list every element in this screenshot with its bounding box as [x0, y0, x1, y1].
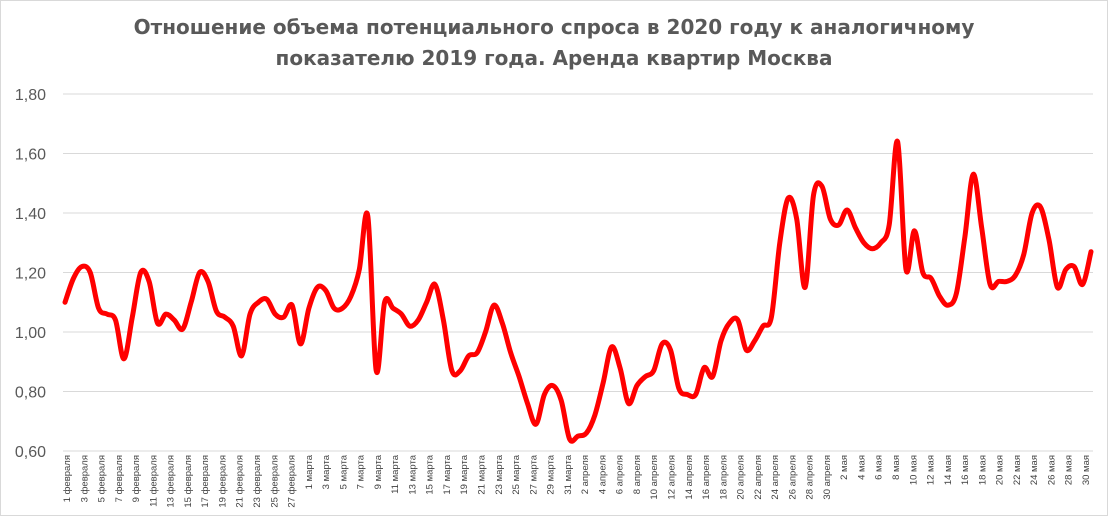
x-tick-label: 5 марта	[338, 454, 349, 489]
x-tick-label: 26 мая	[1046, 455, 1057, 485]
y-tick-label: 1,60	[15, 147, 46, 164]
x-tick-label: 2 мая	[839, 455, 850, 480]
x-tick-label: 11 марта	[390, 454, 401, 494]
x-tick-label: 10 мая	[908, 455, 919, 485]
y-tick-label: 1,20	[15, 266, 46, 283]
x-tick-label: 12 апреля	[666, 455, 677, 500]
x-tick-label: 20 апреля	[736, 455, 747, 500]
x-tick-label: 1 марта	[304, 454, 315, 489]
x-tick-label: 30 мая	[1081, 455, 1092, 485]
x-tick-label: 19 февраля	[217, 455, 228, 508]
x-tick-label: 3 марта	[321, 454, 332, 489]
x-tick-label: 20 мая	[995, 455, 1006, 485]
x-tick-label: 5 февраля	[97, 455, 108, 502]
x-tick-label: 8 мая	[891, 455, 902, 480]
x-tick-label: 16 мая	[960, 455, 971, 485]
x-tick-label: 18 апреля	[718, 455, 729, 500]
x-tick-label: 1 февраля	[62, 455, 73, 502]
x-tick-label: 22 апреля	[753, 455, 764, 500]
y-tick-label: 1,00	[15, 325, 46, 342]
x-tick-label: 21 февраля	[235, 455, 246, 508]
x-tick-label: 25 февраля	[269, 455, 280, 508]
y-tick-label: 1,40	[15, 206, 46, 223]
x-tick-label: 10 апреля	[649, 455, 660, 500]
x-tick-label: 2 апреля	[580, 455, 591, 494]
x-tick-label: 16 апреля	[701, 455, 712, 500]
x-tick-label: 8 апреля	[632, 455, 643, 494]
x-tick-label: 17 февраля	[200, 455, 211, 508]
x-tick-label: 19 марта	[459, 454, 470, 494]
y-axis-ticks: 0,60 0,80 1,00 1,20 1,40 1,60 1,80	[15, 87, 46, 461]
x-tick-label: 14 мая	[943, 455, 954, 485]
x-axis-ticks: 1 февраля 3 февраля 5 февраля 7 февраля 9 фе…	[62, 454, 1092, 507]
x-tick-label: 24 мая	[1029, 455, 1040, 485]
chart-title: Отношение объема потенциального спроса в…	[0, 12, 1108, 74]
x-tick-label: 11 февраля	[148, 455, 159, 507]
x-tick-label: 26 апреля	[787, 455, 798, 500]
x-tick-label: 25 марта	[511, 454, 522, 494]
x-tick-label: 13 февраля	[166, 455, 177, 508]
x-tick-label: 28 мая	[1064, 455, 1075, 485]
x-tick-label: 6 мая	[874, 455, 885, 480]
x-tick-label: 29 марта	[546, 454, 557, 494]
x-tick-label: 7 февраля	[114, 455, 125, 502]
x-tick-label: 31 марта	[563, 454, 574, 494]
x-tick-label: 22 мая	[1012, 455, 1023, 485]
x-tick-label: 4 апреля	[597, 455, 608, 494]
x-tick-label: 3 февраля	[79, 455, 90, 502]
x-tick-label: 14 апреля	[684, 455, 695, 500]
x-tick-label: 17 марта	[442, 454, 453, 494]
x-tick-label: 23 марта	[494, 454, 505, 494]
x-tick-label: 28 апреля	[805, 455, 816, 500]
series-group	[62, 139, 1094, 444]
x-tick-label: 9 февраля	[131, 455, 142, 502]
x-tick-label: 7 марта	[356, 454, 367, 489]
gridlines	[63, 93, 1093, 452]
x-tick-label: 24 апреля	[770, 455, 781, 500]
x-tick-label: 15 марта	[425, 454, 436, 494]
x-tick-label: 30 апреля	[822, 455, 833, 500]
y-tick-label: 0,60	[15, 444, 46, 461]
x-tick-label: 6 апреля	[615, 455, 626, 494]
x-tick-label: 13 марта	[407, 454, 418, 494]
y-tick-label: 1,80	[15, 87, 46, 104]
x-tick-label: 18 мая	[977, 455, 988, 485]
x-tick-label: 4 мая	[856, 455, 867, 480]
x-tick-label: 23 февраля	[252, 455, 263, 508]
x-tick-label: 27 февраля	[287, 455, 298, 508]
y-tick-label: 0,80	[15, 385, 46, 402]
x-tick-label: 9 марта	[373, 454, 384, 489]
series-line	[62, 139, 1094, 444]
x-tick-label: 15 февраля	[183, 455, 194, 508]
x-tick-label: 27 марта	[528, 454, 539, 494]
x-tick-label: 12 мая	[926, 455, 937, 485]
chart-title-line-1: Отношение объема потенциального спроса в…	[133, 15, 975, 39]
chart-title-line-2: показателю 2019 года. Аренда квартир Мос…	[275, 46, 833, 70]
x-tick-label: 21 марта	[477, 454, 488, 494]
